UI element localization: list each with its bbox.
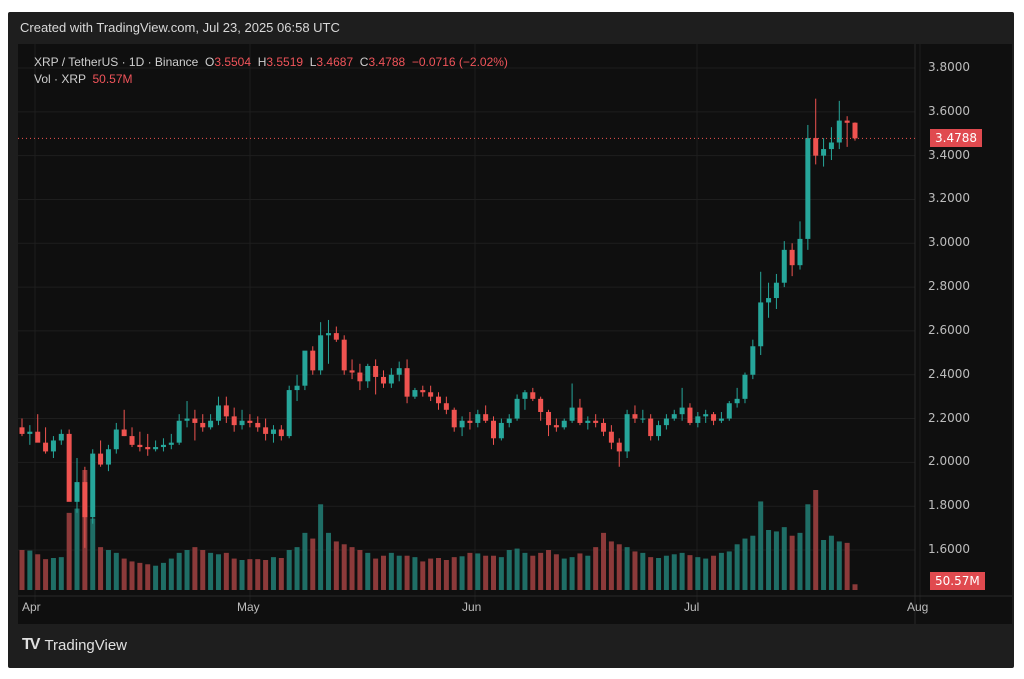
price-tick: 1.6000 — [928, 542, 970, 557]
chart-legend: XRP / TetherUS · 1D · Binance O3.5504 H3… — [34, 54, 508, 88]
price-tick: 3.0000 — [928, 235, 970, 250]
chart-frame: Created with TradingView.com, Jul 23, 20… — [8, 12, 1014, 668]
price-tick: 2.2000 — [928, 410, 970, 425]
price-tick: 3.8000 — [928, 60, 970, 74]
price-tick: 3.4000 — [928, 147, 970, 162]
price-tick: 2.6000 — [928, 322, 970, 337]
time-tick: May — [237, 600, 260, 614]
volume-label[interactable]: Vol · XRP — [34, 72, 86, 86]
candlestick-plot[interactable] — [18, 44, 1012, 624]
time-tick: Apr — [22, 600, 41, 614]
symbol-label[interactable]: XRP / TetherUS · 1D · Binance — [34, 55, 199, 69]
time-tick: Aug — [907, 600, 929, 614]
change-value: −0.0716 (−2.02%) — [411, 55, 508, 69]
price-tick: 2.0000 — [928, 454, 970, 469]
created-caption: Created with TradingView.com, Jul 23, 20… — [20, 20, 340, 35]
tradingview-brand[interactable]: TV TradingView — [22, 636, 127, 654]
time-tick: Jun — [462, 600, 482, 614]
price-tick: 2.4000 — [928, 366, 970, 381]
close-value: 3.4788 — [368, 55, 406, 69]
volume-row: Vol · XRP 50.57M — [34, 71, 508, 88]
open-value: 3.5504 — [214, 55, 252, 69]
price-tick: 1.8000 — [928, 498, 970, 513]
volume-tag: 50.57M — [930, 572, 985, 590]
high-value: 3.5519 — [266, 55, 304, 69]
time-tick: Jul — [684, 600, 700, 614]
last-price-tag: 3.4788 — [930, 129, 982, 148]
ohlc-row: XRP / TetherUS · 1D · Binance O3.5504 H3… — [34, 55, 508, 69]
tradingview-logo-icon: TV — [22, 636, 41, 653]
price-tick: 3.2000 — [928, 191, 970, 206]
brand-label: TradingView — [44, 636, 127, 654]
price-tick: 3.6000 — [928, 103, 970, 118]
price-tick: 2.8000 — [928, 279, 970, 294]
price-chart[interactable]: XRP / TetherUS · 1D · Binance O3.5504 H3… — [18, 44, 1012, 624]
volume-value: 50.57M — [92, 72, 133, 86]
low-value: 3.4687 — [316, 55, 354, 69]
